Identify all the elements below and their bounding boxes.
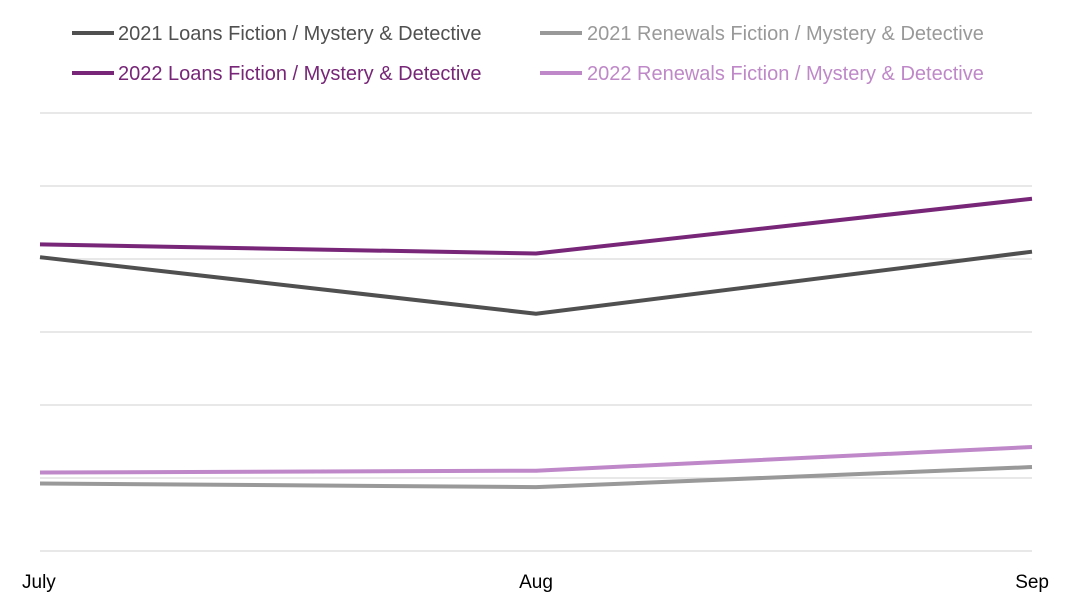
series-line-2: [39, 196, 1033, 256]
series-line-0: [39, 249, 1033, 316]
legend-item-2: 2022 Loans Fiction / Mystery & Detective: [72, 63, 482, 85]
legend-item-3: 2022 Renewals Fiction / Mystery & Detect…: [540, 63, 984, 85]
legend: 2021 Loans Fiction / Mystery & Detective…: [72, 23, 984, 85]
legend-label: 2021 Renewals Fiction / Mystery & Detect…: [587, 23, 984, 45]
series-lines: [39, 196, 1033, 490]
x-tick-label: Sep: [1015, 572, 1049, 593]
legend-item-1: 2021 Renewals Fiction / Mystery & Detect…: [540, 23, 984, 45]
x-tick-label: July: [22, 572, 56, 593]
legend-label: 2022 Loans Fiction / Mystery & Detective: [118, 63, 482, 85]
gridlines: [40, 112, 1032, 552]
legend-label: 2022 Renewals Fiction / Mystery & Detect…: [587, 63, 984, 85]
legend-label: 2021 Loans Fiction / Mystery & Detective: [118, 23, 482, 45]
legend-item-0: 2021 Loans Fiction / Mystery & Detective: [72, 23, 482, 45]
series-line-3: [39, 444, 1033, 475]
series-line-1: [39, 465, 1033, 490]
x-tick-label: Aug: [519, 572, 553, 593]
x-axis-tick-labels: July Aug Sep: [22, 572, 1049, 593]
